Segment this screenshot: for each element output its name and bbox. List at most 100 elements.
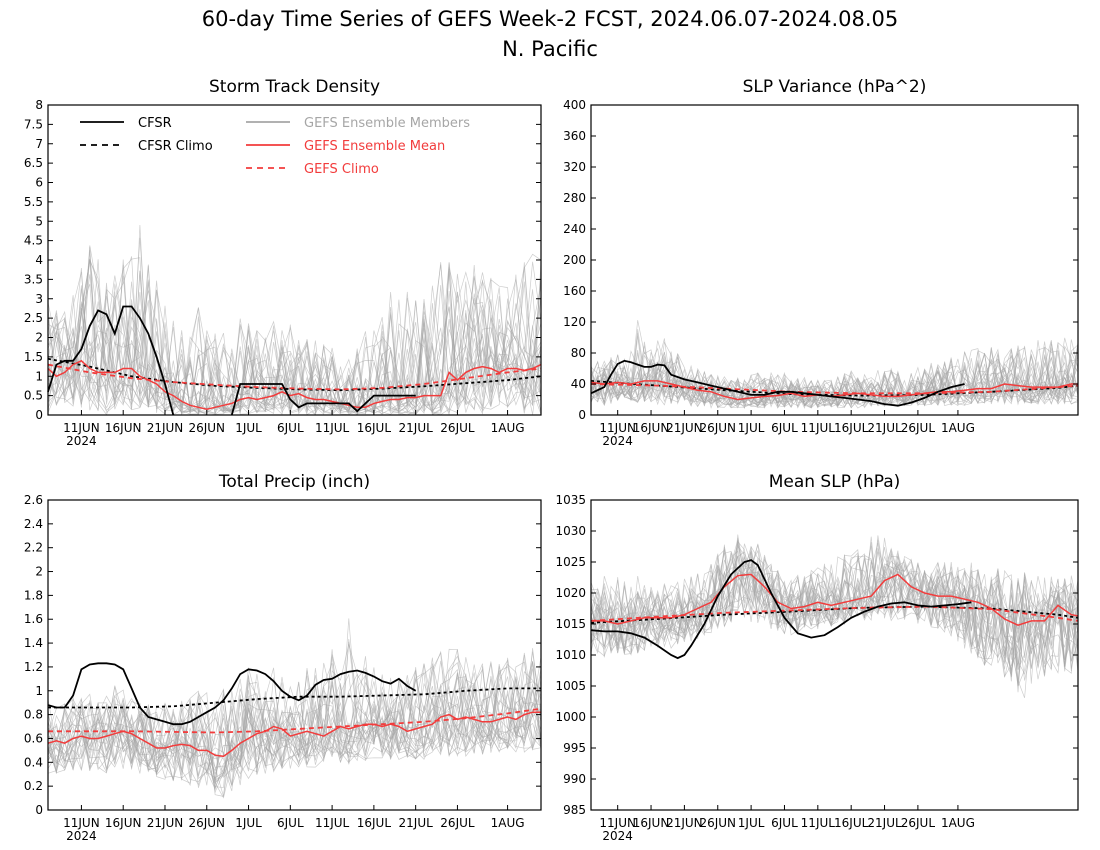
x-tick-label: 16JUN bbox=[105, 421, 142, 435]
y-tick-label: 3 bbox=[35, 292, 43, 306]
y-tick-label: 320 bbox=[563, 160, 586, 174]
ensemble-member-line bbox=[47, 654, 542, 784]
ensemble-member-line bbox=[47, 638, 542, 790]
x-tick-label: 1AUG bbox=[491, 816, 525, 830]
plot-frame bbox=[47, 499, 542, 811]
chart-panel-3: Total Precip (inch) 0 0.2 0.4 0.6 0.8 1 1.2 1.4 1… bbox=[24, 472, 542, 843]
y-tick-label: 240 bbox=[563, 222, 586, 236]
x-tick-label: 21JUN bbox=[147, 816, 184, 830]
series-line-gefs-ensemble-mean bbox=[591, 573, 1079, 627]
x-tick-label: 11JUL bbox=[315, 816, 350, 830]
x-year-label: 2024 bbox=[602, 434, 633, 448]
x-tick-label: 11JUN bbox=[599, 421, 636, 435]
ensemble-members bbox=[590, 320, 1079, 410]
legend: CFSR CFSR Climo GEFS Ensemble Members GEFS … bbox=[80, 116, 470, 177]
panel-title: SLP Variance (hPa^2) bbox=[743, 77, 927, 97]
ensemble-member-line bbox=[47, 666, 542, 780]
x-tick-label: 1AUG bbox=[491, 421, 525, 435]
x-tick-label: 16JUL bbox=[834, 421, 869, 435]
x-tick-label: 6JUL bbox=[771, 421, 798, 435]
x-tick-label: 1JUL bbox=[738, 816, 765, 830]
series-line-cfsr-climo bbox=[48, 687, 541, 709]
x-tick-label: 26JUL bbox=[901, 816, 936, 830]
ensemble-members bbox=[47, 224, 542, 416]
y-tick-label: 4.5 bbox=[24, 234, 43, 248]
legend-label-cfsr-climo: CFSR Climo bbox=[138, 139, 213, 154]
ensemble-member-line bbox=[47, 618, 542, 782]
ensemble-member-line bbox=[47, 281, 542, 416]
ensemble-member-line bbox=[47, 267, 542, 415]
x-tick-label: 16JUN bbox=[105, 816, 142, 830]
x-tick-label: 26JUL bbox=[440, 421, 475, 435]
y-tick-label: 995 bbox=[563, 741, 586, 755]
x-tick-label: 21JUN bbox=[666, 421, 703, 435]
x-tick-label: 16JUL bbox=[834, 816, 869, 830]
x-tick-label: 16JUL bbox=[357, 421, 392, 435]
x-tick-label: 11JUN bbox=[599, 816, 636, 830]
ensemble-member-line bbox=[47, 651, 542, 790]
legend-label-gefs-climo: GEFS Climo bbox=[304, 162, 379, 177]
ensemble-member-line bbox=[590, 347, 1079, 408]
series-line-gefs-climo bbox=[47, 363, 542, 391]
x-tick-label: 26JUN bbox=[699, 421, 736, 435]
y-tick-label: 80 bbox=[571, 346, 586, 360]
y-tick-label: 1010 bbox=[555, 648, 586, 662]
x-tick-label: 1JUL bbox=[235, 816, 262, 830]
ensemble-member-line bbox=[590, 534, 1079, 677]
series-line-cfsr bbox=[230, 383, 416, 416]
y-tick-label: 0.5 bbox=[24, 389, 43, 403]
ensemble-member-line bbox=[590, 545, 1079, 666]
x-tick-label: 26JUL bbox=[440, 816, 475, 830]
panel-title: Mean SLP (hPa) bbox=[769, 472, 901, 492]
ensemble-member-line bbox=[590, 550, 1079, 699]
y-tick-label: 1020 bbox=[555, 586, 586, 600]
y-tick-label: 6.5 bbox=[24, 156, 43, 170]
y-tick-label: 2.6 bbox=[24, 493, 43, 507]
y-tick-label: 990 bbox=[563, 772, 586, 786]
panel-title: Storm Track Density bbox=[209, 77, 380, 97]
x-tick-label: 6JUL bbox=[277, 816, 304, 830]
x-tick-label: 21JUL bbox=[399, 816, 434, 830]
ensemble-member-line bbox=[590, 537, 1079, 670]
ensemble-member-line bbox=[47, 261, 542, 415]
x-tick-label: 11JUN bbox=[63, 816, 100, 830]
y-tick-label: 0 bbox=[35, 408, 43, 422]
legend-label-mean: GEFS Ensemble Mean bbox=[304, 139, 445, 154]
series-line-gefs-ensemble-mean bbox=[590, 380, 1078, 401]
x-tick-label: 21JUN bbox=[666, 816, 703, 830]
ensemble-member-line bbox=[47, 661, 542, 785]
y-tick-label: 1 bbox=[35, 684, 43, 698]
y-tick-label: 4 bbox=[35, 253, 43, 267]
ensemble-member-line bbox=[47, 661, 542, 779]
y-tick-label: 6 bbox=[35, 176, 43, 190]
ensemble-member-line bbox=[47, 666, 542, 786]
y-tick-label: 1 bbox=[35, 369, 43, 383]
x-tick-label: 26JUN bbox=[699, 816, 736, 830]
ensemble-member-line bbox=[47, 268, 542, 416]
y-tick-label: 280 bbox=[563, 191, 586, 205]
y-tick-label: 1.6 bbox=[24, 612, 43, 626]
ensemble-members bbox=[590, 534, 1079, 699]
y-tick-label: 1025 bbox=[555, 555, 586, 569]
figure-subtitle: N. Pacific bbox=[502, 37, 598, 61]
y-tick-label: 1030 bbox=[555, 524, 586, 538]
y-tick-label: 400 bbox=[563, 98, 586, 112]
series-line-cfsr bbox=[47, 305, 175, 416]
x-tick-label: 16JUL bbox=[357, 816, 392, 830]
x-year-label: 2024 bbox=[66, 434, 97, 448]
chart-panel-1: Storm Track Density 0 0.5 1 1.5 2 2.5 3 3.5 4 4.5 5… bbox=[24, 77, 542, 448]
y-tick-label: 7 bbox=[35, 137, 43, 151]
y-tick-label: 2 bbox=[35, 565, 43, 579]
x-tick-label: 16JUN bbox=[633, 421, 670, 435]
y-tick-label: 0.8 bbox=[24, 708, 43, 722]
ensemble-member-line bbox=[47, 663, 542, 774]
ensemble-member-line bbox=[590, 550, 1079, 681]
series-line-cfsr bbox=[47, 662, 417, 726]
x-tick-label: 11JUL bbox=[801, 816, 836, 830]
x-tick-label: 21JUL bbox=[399, 421, 434, 435]
chart-panel-4: Mean SLP (hPa) 985 990 995 1000 1005 1010 1015 1… bbox=[555, 472, 1079, 843]
y-tick-label: 3.5 bbox=[24, 272, 43, 286]
ensemble-member-line bbox=[47, 663, 542, 792]
x-year-label: 2024 bbox=[602, 829, 633, 843]
